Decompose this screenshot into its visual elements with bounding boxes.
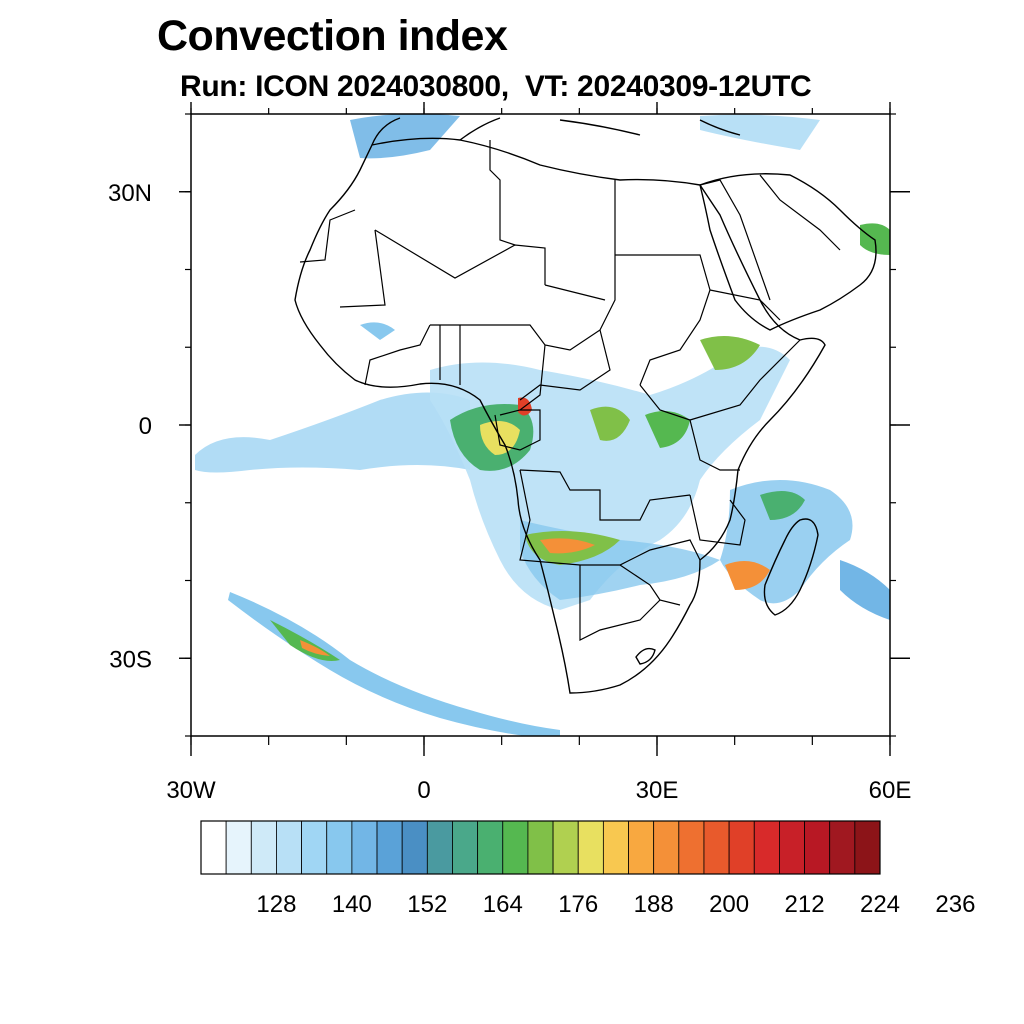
map-title: Convection index (157, 12, 508, 60)
border-line (299, 209, 356, 263)
colorbar-swatch (753, 820, 780, 875)
colorbar-label: 164 (483, 891, 523, 918)
colorbar-swatch (854, 820, 881, 875)
border-line (709, 289, 781, 321)
border-line (639, 384, 740, 471)
border-line (364, 324, 431, 386)
convection-band-southwest (228, 592, 560, 736)
convection-core-east (590, 406, 630, 441)
convection-core-madagascar-green (760, 491, 805, 520)
arabia-coastline (699, 173, 877, 331)
colorbar-swatch (276, 820, 302, 875)
convection-area-east-ocean (840, 560, 890, 620)
border-line (759, 174, 841, 251)
axes: 30W 0 30E 60E 30N 0 30S (108, 102, 911, 804)
convection-band-southwest-hot (300, 640, 330, 656)
border-line (699, 179, 771, 301)
convection-core-lakes (645, 411, 690, 448)
convection-area-sahel (360, 322, 395, 340)
colorbar-swatch (804, 820, 831, 875)
border-line (494, 409, 541, 451)
border-line (615, 254, 711, 386)
convection-core-congo-inner (480, 421, 520, 455)
border-line (519, 469, 691, 521)
border-line (619, 564, 661, 601)
country-borders (299, 140, 841, 641)
convection-area-north-med (350, 114, 460, 159)
colorbar-swatch (326, 820, 353, 875)
border-line (374, 229, 546, 285)
convection-area-northeast (700, 114, 820, 150)
border-line (430, 180, 616, 351)
border-line (689, 339, 801, 421)
colorbar-swatch (678, 820, 705, 875)
colorbar-swatch (426, 820, 453, 875)
lon-tick-label: 30W (166, 777, 216, 804)
border-line (499, 344, 546, 416)
lon-tick-label: 60E (869, 777, 912, 804)
colorbar-swatch (728, 820, 755, 875)
lon-tick-label: 0 (417, 777, 430, 804)
lon-tick-label: 30E (636, 777, 679, 804)
convection-band-southwest-core (270, 620, 340, 661)
africa-coastline (294, 137, 826, 694)
colorbar-swatch (552, 820, 579, 875)
colorbar-label: 224 (860, 891, 900, 918)
colorbar-swatch (577, 820, 604, 875)
colorbar-swatch (653, 820, 680, 875)
border-line (544, 284, 606, 301)
colorbar-swatch (351, 820, 378, 875)
madagascar-coastline (763, 518, 819, 616)
colorbar-swatch (779, 820, 805, 875)
convection-core-ethiopia (700, 336, 760, 370)
colorbar-swatch (200, 820, 227, 875)
colorbar-swatch (703, 820, 730, 875)
colorbar-label: 212 (785, 891, 825, 918)
colorbar-swatch (628, 820, 655, 875)
border-line (439, 325, 461, 385)
colorbar-label: 176 (558, 891, 598, 918)
colorbar-label: 236 (935, 891, 975, 918)
coastlines (294, 117, 877, 694)
colorbar-swatch (376, 820, 403, 875)
colorbar-label: 140 (332, 891, 372, 918)
colorbar-swatch (502, 820, 529, 875)
colorbar-swatch (829, 820, 856, 875)
convection-core-south-belt-inner (540, 538, 595, 554)
colorbar-swatch (250, 820, 277, 875)
convection-area-west-ocean (195, 392, 470, 473)
map-subtitle: Run: ICON 2024030800, VT: 20240309-12UTC (180, 70, 812, 103)
colorbar: 128 140 152 164 176 188 200 212 224 236 (200, 820, 975, 918)
colorbar-label: 188 (634, 891, 674, 918)
colorbar-swatch (477, 820, 504, 875)
colorbar-label: 152 (407, 891, 447, 918)
colorbar-label: 128 (256, 891, 296, 918)
border-line (579, 565, 681, 641)
colorbar-label: 200 (709, 891, 749, 918)
lat-tick-label: 30N (108, 180, 152, 207)
colorbar-swatch (527, 820, 554, 875)
colorbar-swatch (602, 820, 629, 875)
lat-tick-label: 0 (139, 413, 152, 440)
colorbar-swatch (225, 820, 252, 875)
border-line (519, 469, 701, 566)
border-line (489, 140, 516, 246)
border-line (519, 329, 611, 401)
lesotho-outline (635, 647, 656, 665)
convection-core-mozambique (725, 561, 770, 590)
colorbar-swatch (452, 820, 479, 875)
border-line (339, 229, 386, 308)
colorbar-swatch (401, 820, 428, 875)
europe-coastline (371, 117, 741, 146)
lat-tick-label: 30S (109, 646, 152, 673)
colorbar-border (200, 820, 881, 875)
colorbar-swatch (301, 820, 328, 875)
border-line (689, 494, 746, 546)
convection-field (195, 114, 890, 736)
